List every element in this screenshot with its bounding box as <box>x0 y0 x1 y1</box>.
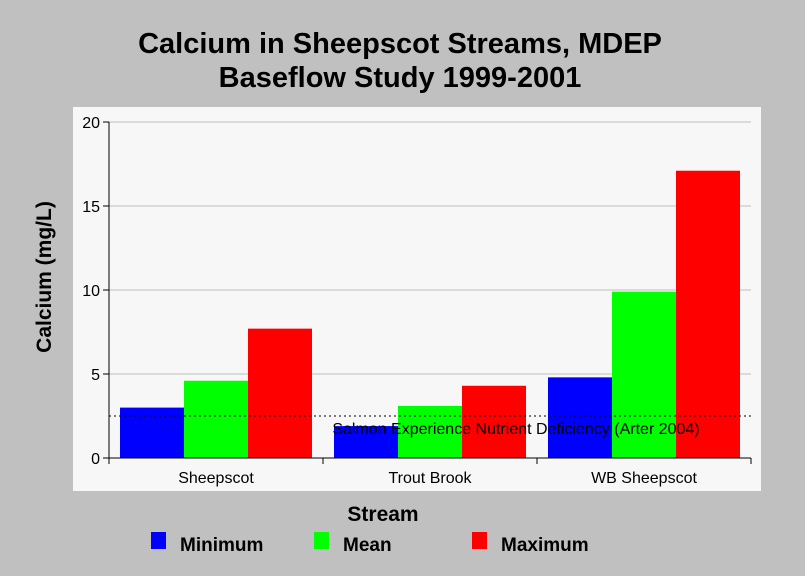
bar-maximum-2 <box>462 385 526 458</box>
y-tick-label: 10 <box>82 283 100 300</box>
bar-mean-3 <box>612 291 676 458</box>
legend-label-maximum: Maximum <box>501 535 589 556</box>
x-tick-label: WB Sheepscot <box>591 470 697 487</box>
bar-mean-2 <box>398 405 462 458</box>
x-tick-label: Trout Brook <box>389 470 473 487</box>
y-tick-label: 20 <box>82 115 100 132</box>
y-tick-label: 5 <box>91 367 100 384</box>
reference-line-group: Salmon Experience Nutrient Deficiency (A… <box>109 415 751 438</box>
legend-label-minimum: Minimum <box>180 535 263 556</box>
bar-maximum-1 <box>248 328 312 458</box>
legend: Minimum Mean Maximum <box>151 532 589 556</box>
reference-line-label: Salmon Experience Nutrient Deficiency (A… <box>332 421 699 438</box>
chart-title: Calcium in Sheepscot Streams, MDEP <box>138 28 662 60</box>
x-axis-title: Stream <box>347 503 418 526</box>
bar-mean-1 <box>184 380 248 458</box>
axes: 0 5 10 15 20 Sheepscot Trout Brook WB Sheepscot <box>82 115 752 487</box>
y-tick-label: 0 <box>91 451 100 468</box>
legend-swatch-minimum <box>151 532 166 549</box>
bars <box>120 170 740 458</box>
chart-subtitle: Baseflow Study 1999-2001 <box>219 62 582 94</box>
x-tick-label: Sheepscot <box>178 470 254 487</box>
bar-maximum-3 <box>676 170 740 458</box>
bar-minimum-1 <box>120 407 184 458</box>
bar-minimum-2 <box>334 426 398 458</box>
bar-minimum-3 <box>548 377 612 458</box>
legend-swatch-mean <box>314 532 329 549</box>
y-axis-title: Calcium (mg/L) <box>33 201 56 353</box>
legend-swatch-maximum <box>472 532 487 549</box>
y-tick-label: 15 <box>82 199 100 216</box>
legend-label-mean: Mean <box>343 535 392 556</box>
